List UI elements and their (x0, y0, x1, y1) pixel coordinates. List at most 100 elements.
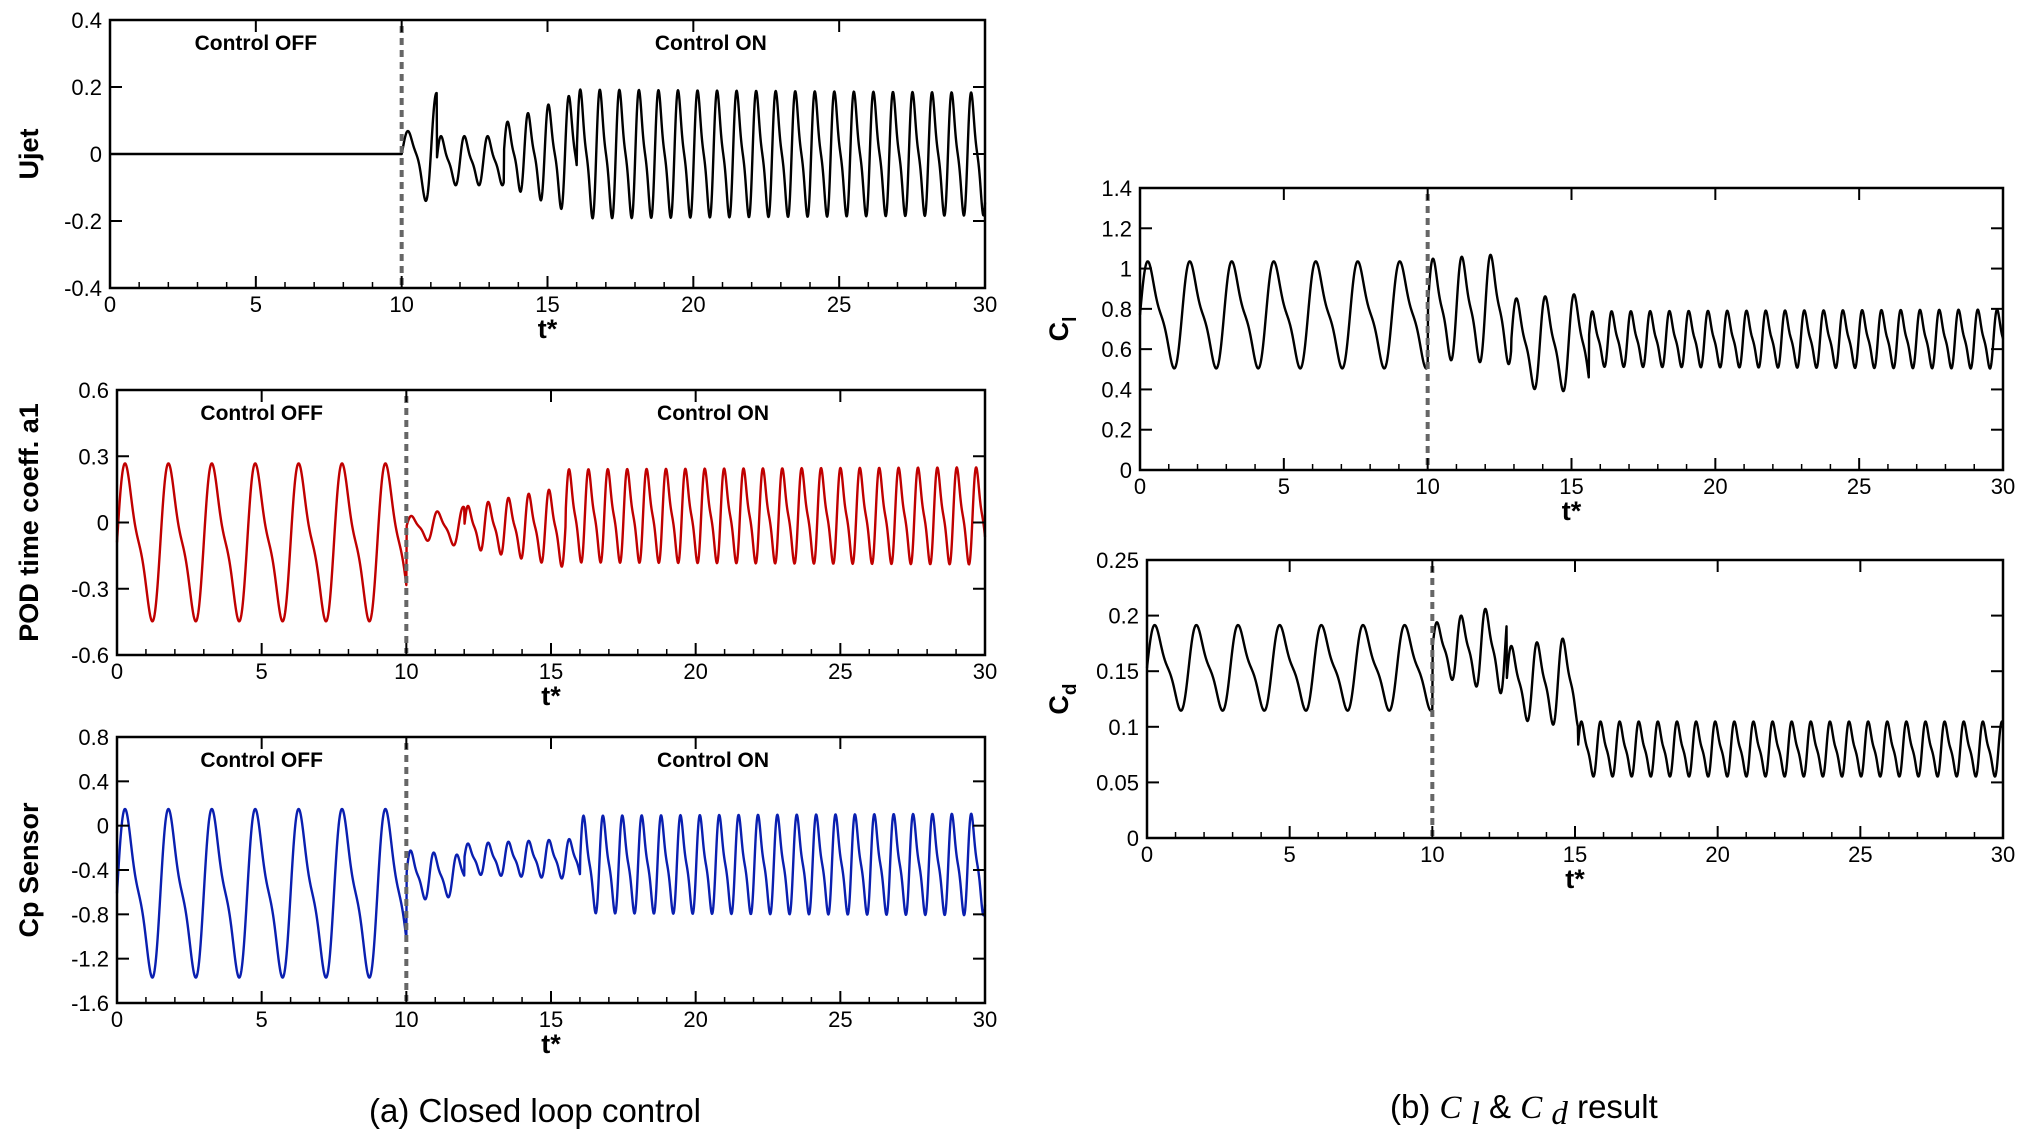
y-tick-label: -1.2 (71, 947, 109, 972)
y-axis-title-subscript: l (1060, 317, 1081, 322)
x-tick-label: 25 (1848, 842, 1872, 867)
y-tick-label: -0.4 (71, 858, 109, 883)
series-line-cp_sensor-0 (115, 807, 987, 979)
y-tick-label: 0.3 (78, 444, 109, 469)
x-tick-label: 15 (1563, 842, 1587, 867)
chart-cp_sensor: 0 5 10 15 20 25 30 0.8 0.4 0 -0.4 -0.8 -1.2 -1.6 t* Cp … (14, 725, 997, 1059)
y-tick-label: -0.6 (71, 643, 109, 668)
series-line-cl-0 (1138, 253, 2005, 393)
y-axis-title: Cd (1044, 683, 1081, 714)
y-tick-label: 0 (90, 142, 102, 167)
series-line-ujet-0 (109, 88, 987, 220)
caption-b-amp: & (1489, 1088, 1520, 1125)
plot-frame (1138, 186, 2005, 472)
caption-b-cd-sub: d (1551, 1096, 1568, 1132)
x-tick-label: 5 (256, 1007, 268, 1032)
x-tick-label: 15 (535, 292, 559, 317)
x-axis-title: t* (538, 314, 558, 344)
x-axis-title: t* (1565, 864, 1585, 894)
y-axis-title: Cp Sensor (14, 802, 44, 938)
x-tick-label: 30 (1991, 842, 2015, 867)
caption-b-prefix: (b) (1390, 1088, 1440, 1125)
series-line-pod_a1-0 (115, 462, 987, 623)
annotation-label: Control OFF (200, 749, 323, 772)
plot-frame (115, 735, 987, 1005)
x-tick-label: 25 (828, 659, 852, 684)
y-tick-label: 0.2 (1101, 418, 1132, 443)
caption-b-cl-main: C (1440, 1090, 1463, 1126)
y-tick-label: 1.2 (1101, 216, 1132, 241)
caption-b-cl-sub: l (1471, 1096, 1480, 1132)
caption-a: (a) Closed loop control (369, 1092, 701, 1129)
y-axis-title: POD time coeff. a1 (14, 403, 44, 642)
y-tick-label: 0.8 (1101, 297, 1132, 322)
y-tick-label: 0 (97, 814, 109, 839)
y-tick-label: 0.1 (1108, 715, 1139, 740)
y-tick-label: 0 (1127, 826, 1139, 851)
x-tick-label: 5 (256, 659, 268, 684)
series-line-cd-0 (1145, 607, 2005, 778)
x-tick-label: 20 (683, 1007, 707, 1032)
y-tick-label: 0.05 (1096, 770, 1139, 795)
caption-b-cd-main: C (1520, 1090, 1543, 1126)
x-tick-label: 5 (250, 292, 262, 317)
y-tick-label: 0.4 (1101, 377, 1132, 402)
chart-ujet: 0 5 10 15 20 25 30 0.4 0.2 0 -0.2 -0.4 t* Ujet Control… (14, 8, 997, 344)
y-tick-label: 0.6 (1101, 337, 1132, 362)
y-tick-label: -1.6 (71, 991, 109, 1016)
x-tick-label: 25 (1847, 474, 1871, 499)
annotation-label: Control ON (655, 32, 767, 55)
x-tick-label: 10 (1415, 474, 1439, 499)
chart-pod_a1: 0 5 10 15 20 25 30 0.6 0.3 0 -0.3 -0.6 t* POD time co… (14, 378, 997, 711)
y-tick-label: -0.4 (64, 276, 102, 301)
x-tick-label: 20 (681, 292, 705, 317)
x-tick-label: 10 (1420, 842, 1444, 867)
x-axis-title: t* (541, 1029, 561, 1059)
x-tick-label: 30 (973, 659, 997, 684)
y-axis-title-subscript: d (1060, 683, 1081, 695)
x-tick-label: 15 (539, 1007, 563, 1032)
caption-b: (b) C l & C d result (1390, 1088, 1658, 1132)
x-tick-label: 0 (104, 292, 116, 317)
y-tick-label: 0.8 (78, 725, 109, 750)
x-tick-label: 0 (1134, 474, 1146, 499)
y-tick-label: 0.25 (1096, 548, 1139, 573)
x-tick-label: 15 (539, 659, 563, 684)
y-tick-label: 0.4 (78, 769, 109, 794)
y-tick-label: 0 (97, 511, 109, 536)
y-tick-label: -0.2 (64, 209, 102, 234)
x-tick-label: 0 (111, 1007, 123, 1032)
y-tick-label: 1 (1120, 257, 1132, 282)
annotation-label: Control ON (657, 749, 769, 772)
caption-b-suffix: result (1577, 1088, 1658, 1125)
charts-layer: 0 5 10 15 20 25 300.40.20-0.2-0.4t*UjetControl… (14, 8, 2015, 1059)
y-tick-label: 0.15 (1096, 659, 1139, 684)
x-tick-label: 30 (973, 1007, 997, 1032)
x-tick-label: 0 (111, 659, 123, 684)
x-tick-label: 10 (389, 292, 413, 317)
y-tick-label: -0.8 (71, 902, 109, 927)
x-tick-label: 25 (828, 1007, 852, 1032)
y-tick-label: 0 (1120, 458, 1132, 483)
y-tick-label: 0.6 (78, 378, 109, 403)
x-tick-label: 10 (394, 1007, 418, 1032)
chart-cd: 0 5 10 15 20 25 30 0.25 0.2 0.15 0.1 0.05 0 t* Cd (1044, 548, 2015, 894)
x-tick-label: 20 (683, 659, 707, 684)
x-tick-label: 10 (394, 659, 418, 684)
x-tick-label: 15 (1559, 474, 1583, 499)
chart-cl: 0 5 10 15 20 25 30 1.4 1.2 1 0.8 0.6 0.4 0.2 0 t* Cl (1044, 176, 2015, 526)
y-axis-title: Cl (1044, 317, 1081, 342)
x-tick-label: 20 (1703, 474, 1727, 499)
x-tick-label: 30 (1991, 474, 2015, 499)
y-tick-label: 0.4 (71, 8, 102, 33)
annotation-label: Control OFF (195, 32, 318, 55)
y-tick-label: 0.2 (1108, 604, 1139, 629)
x-tick-label: 5 (1278, 474, 1290, 499)
y-tick-label: -0.3 (71, 577, 109, 602)
x-axis-title: t* (1562, 496, 1582, 526)
x-tick-label: 30 (973, 292, 997, 317)
y-tick-label: 0.2 (71, 75, 102, 100)
x-tick-label: 20 (1705, 842, 1729, 867)
annotation-label: Control OFF (200, 402, 323, 425)
